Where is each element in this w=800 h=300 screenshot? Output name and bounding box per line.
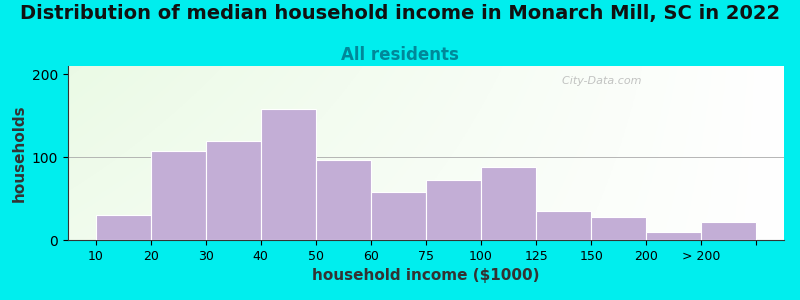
X-axis label: household income ($1000): household income ($1000) <box>312 268 540 283</box>
Bar <box>150 151 206 240</box>
Bar <box>481 167 536 240</box>
Text: All residents: All residents <box>341 46 459 64</box>
Bar <box>591 217 646 240</box>
Bar <box>261 109 316 240</box>
Bar <box>702 222 757 240</box>
Bar <box>536 211 591 240</box>
Text: Distribution of median household income in Monarch Mill, SC in 2022: Distribution of median household income … <box>20 4 780 23</box>
Bar <box>371 192 426 240</box>
Bar <box>316 160 371 240</box>
Bar <box>646 232 702 240</box>
Bar <box>206 141 261 240</box>
Bar <box>95 215 150 240</box>
Text: City-Data.com: City-Data.com <box>555 76 642 86</box>
Bar <box>426 179 481 240</box>
Y-axis label: households: households <box>11 104 26 202</box>
